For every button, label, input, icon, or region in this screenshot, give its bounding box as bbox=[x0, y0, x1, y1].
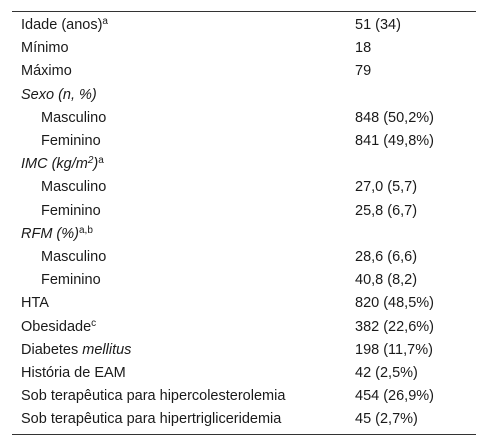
table-row: Obesidadec 382 (22,6%) bbox=[12, 316, 476, 339]
footnote-marker: a bbox=[98, 155, 104, 167]
table-row: Mínimo 18 bbox=[12, 37, 476, 60]
row-value bbox=[347, 153, 476, 176]
row-label: Obesidadec bbox=[21, 317, 97, 335]
row-value bbox=[347, 223, 476, 246]
characteristics-table: Idade (anos)a 51 (34) Mínimo 18 Máximo 7… bbox=[12, 11, 476, 435]
table-row: Masculino 28,6 (6,6) bbox=[12, 246, 476, 269]
table-row: Masculino 27,0 (5,7) bbox=[12, 176, 476, 199]
row-value bbox=[347, 84, 476, 107]
footnote-marker: a bbox=[102, 16, 108, 27]
table-row: IMC (kg/m2)a bbox=[12, 153, 476, 176]
row-value: 40,8 (8,2) bbox=[355, 272, 418, 289]
row-label: Mínimo bbox=[21, 40, 69, 57]
row-value: 820 (48,5%) bbox=[355, 295, 434, 312]
row-value: 28,6 (6,6) bbox=[355, 249, 418, 266]
superscript: 2 bbox=[87, 155, 94, 167]
row-value: 841 (49,8%) bbox=[355, 133, 434, 150]
row-value: 45 (2,7%) bbox=[355, 411, 418, 428]
table-row: Feminino 841 (49,8%) bbox=[12, 130, 476, 153]
row-value: 198 (11,7%) bbox=[355, 341, 433, 358]
section-header: Sexo (n, %) bbox=[21, 86, 97, 103]
row-label: Idade (anos)a bbox=[21, 16, 108, 34]
row-label: História de EAM bbox=[21, 365, 126, 382]
table-row: Feminino 40,8 (8,2) bbox=[12, 269, 476, 292]
row-label: Feminino bbox=[41, 272, 101, 289]
row-value: 25,8 (6,7) bbox=[355, 202, 418, 219]
data-table-container: Idade (anos)a 51 (34) Mínimo 18 Máximo 7… bbox=[12, 11, 476, 435]
row-label: HTA bbox=[21, 295, 49, 312]
footnote-marker: c bbox=[91, 317, 97, 329]
row-label: Sob terapêutica para hipertrigliceridemi… bbox=[21, 411, 282, 428]
table-row: Máximo 79 bbox=[12, 60, 476, 83]
table-row: Idade (anos)a 51 (34) bbox=[12, 12, 476, 38]
row-value: 454 (26,9%) bbox=[355, 388, 434, 405]
row-label: Máximo bbox=[21, 63, 72, 80]
table-row: RFM (%)a,b bbox=[12, 223, 476, 246]
row-value: 848 (50,2%) bbox=[355, 109, 434, 126]
section-header: IMC (kg/m2)a bbox=[21, 155, 104, 173]
row-label: Sob terapêutica para hipercolesterolemia bbox=[21, 388, 286, 405]
row-value: 42 (2,5%) bbox=[355, 365, 418, 382]
table-row: Sexo (n, %) bbox=[12, 84, 476, 107]
row-value: 51 (34) bbox=[355, 17, 401, 33]
row-label: Masculino bbox=[41, 179, 107, 196]
row-label: Masculino bbox=[41, 249, 107, 266]
footnote-marker: a,b bbox=[79, 224, 93, 236]
table-row: Feminino 25,8 (6,7) bbox=[12, 200, 476, 223]
row-label: Feminino bbox=[41, 202, 101, 219]
table-row: HTA 820 (48,5%) bbox=[12, 292, 476, 315]
table-row: Sob terapêutica para hipercolesterolemia… bbox=[12, 385, 476, 408]
table-row: Sob terapêutica para hipertrigliceridemi… bbox=[12, 408, 476, 434]
table-row: Masculino 848 (50,2%) bbox=[12, 107, 476, 130]
row-value: 79 bbox=[355, 63, 372, 80]
table-row: Diabetes mellitus 198 (11,7%) bbox=[12, 339, 476, 362]
row-value: 382 (22,6%) bbox=[355, 318, 434, 335]
row-label: Diabetes mellitus bbox=[21, 341, 132, 358]
table-row: História de EAM 42 (2,5%) bbox=[12, 362, 476, 385]
row-label: Masculino bbox=[41, 109, 107, 126]
row-value: 27,0 (5,7) bbox=[355, 179, 418, 196]
section-header: RFM (%)a,b bbox=[21, 224, 93, 242]
row-label: Feminino bbox=[41, 133, 101, 150]
row-value: 18 bbox=[355, 40, 372, 57]
